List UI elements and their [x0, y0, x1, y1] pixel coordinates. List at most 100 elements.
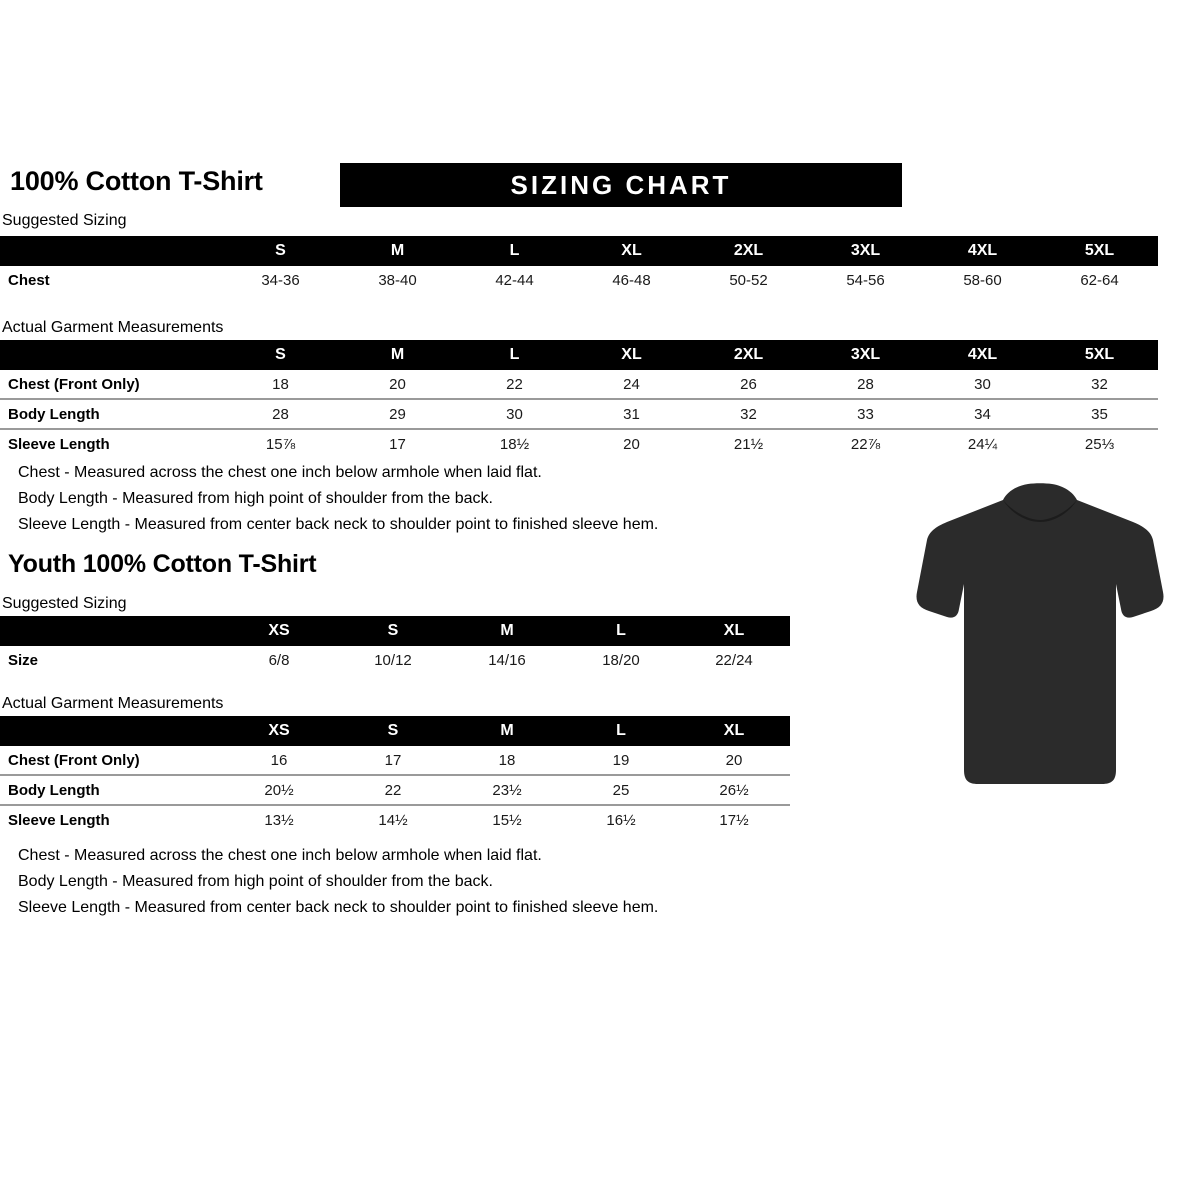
table-row: Chest 34-36 38-40 42-44 46-48 50-52 54-56 58-60…	[0, 266, 1158, 294]
column-header-l: L	[564, 716, 678, 746]
measurement-cell: 34	[924, 398, 1041, 429]
youth-suggested-sizing-table: XS S M L XL Size 6/8 10/12 14/16 18/20 22/24	[0, 616, 790, 674]
table-header-row: S M L XL 2XL 3XL 4XL 5XL	[0, 236, 1158, 266]
measurement-cell: 34-36	[261, 271, 300, 289]
measurement-cell: 50-52	[729, 271, 768, 289]
table-row: Body Length 28 29 30 31 32 33 34 35	[0, 398, 1158, 429]
column-header-label	[0, 340, 222, 370]
column-header-4xl: 4XL	[924, 236, 1041, 266]
tshirt-icon	[916, 483, 1164, 784]
measurement-cell: 62-64	[1080, 271, 1119, 289]
measurement-cell: 20	[725, 751, 743, 769]
measurement-cell: 20	[573, 428, 690, 458]
table-header-row: XS S M L XL	[0, 616, 790, 646]
youth-actual-measurements-caption: Actual Garment Measurements	[2, 695, 224, 712]
measurement-cell: 10/12	[374, 651, 412, 669]
measurement-cell: 13½	[222, 804, 336, 834]
column-header-l: L	[456, 340, 573, 370]
adult-suggested-sizing-table: S M L XL 2XL 3XL 4XL 5XL Chest 34-36 38-40 42-44 46…	[0, 236, 1158, 294]
measurement-cell: 16	[270, 751, 288, 769]
measurement-cell: 22/24	[715, 651, 753, 669]
measurement-cell: 16½	[564, 804, 678, 834]
table-row: Sleeve Length 13½ 14½ 15½ 16½ 17½	[0, 804, 790, 834]
measurement-cell: 38-40	[378, 271, 417, 289]
adult-actual-measurements-table: S M L XL 2XL 3XL 4XL 5XL Chest (Front Only) 18 20…	[0, 340, 1158, 458]
column-header-xl: XL	[678, 616, 790, 646]
column-header-5xl: 5XL	[1041, 340, 1158, 370]
measurement-cell: 22	[336, 774, 450, 805]
table-header-row: XS S M L XL	[0, 716, 790, 746]
row-label: Sleeve Length	[0, 428, 222, 458]
table-body: Size 6/8 10/12 14/16 18/20 22/24	[0, 646, 790, 674]
column-header-label	[0, 616, 222, 646]
measurement-cell: 24	[623, 375, 640, 393]
column-header-label	[0, 236, 222, 266]
measurement-cell: 22⅞	[807, 428, 924, 458]
measurement-cell: 26½	[678, 774, 790, 805]
column-header-s: S	[336, 616, 450, 646]
measurement-cell: 24¼	[924, 428, 1041, 458]
column-header-5xl: 5XL	[1041, 236, 1158, 266]
column-header-xl: XL	[678, 716, 790, 746]
column-header-3xl: 3XL	[807, 340, 924, 370]
measurement-cell: 28	[222, 398, 339, 429]
measurement-note: Sleeve Length - Measured from center bac…	[18, 516, 659, 533]
column-header-xl: XL	[573, 340, 690, 370]
measurement-cell: 18	[272, 375, 289, 393]
measurement-cell: 17½	[678, 804, 790, 834]
table-row: Body Length 20½ 22 23½ 25 26½	[0, 774, 790, 805]
measurement-cell: 14/16	[488, 651, 526, 669]
page-title: 100% Cotton T-Shirt	[10, 166, 263, 196]
measurement-cell: 25	[564, 774, 678, 805]
measurement-cell: 17	[339, 428, 456, 458]
sizing-chart-banner-label: SIZING CHART	[510, 169, 732, 200]
measurement-cell: 23½	[450, 774, 564, 805]
measurement-cell: 19	[612, 751, 630, 769]
column-header-4xl: 4XL	[924, 340, 1041, 370]
column-header-xs: XS	[222, 616, 336, 646]
measurement-cell: 17	[384, 751, 402, 769]
column-header-m: M	[450, 716, 564, 746]
measurement-cell: 30	[456, 398, 573, 429]
column-header-l: L	[456, 236, 573, 266]
measurement-cell: 21½	[690, 428, 807, 458]
measurement-cell: 32	[690, 398, 807, 429]
row-label: Chest (Front Only)	[8, 375, 140, 393]
measurement-note: Body Length - Measured from high point o…	[18, 873, 493, 890]
column-header-m: M	[339, 236, 456, 266]
measurement-cell: 54-56	[846, 271, 885, 289]
column-header-xl: XL	[573, 236, 690, 266]
measurement-cell: 42-44	[495, 271, 534, 289]
measurement-cell: 26	[740, 375, 757, 393]
column-header-label	[0, 716, 222, 746]
measurement-cell: 30	[974, 375, 991, 393]
youth-section-title: Youth 100% Cotton T-Shirt	[8, 550, 317, 578]
measurement-note: Chest - Measured across the chest one in…	[18, 847, 542, 864]
row-label: Chest (Front Only)	[8, 751, 140, 769]
measurement-note: Body Length - Measured from high point o…	[18, 490, 493, 507]
table-row: Chest (Front Only) 16 17 18 19 20	[0, 746, 790, 775]
measurement-cell: 18½	[456, 428, 573, 458]
column-header-2xl: 2XL	[690, 340, 807, 370]
measurement-cell: 31	[573, 398, 690, 429]
table-row: Size 6/8 10/12 14/16 18/20 22/24	[0, 646, 790, 674]
measurement-cell: 29	[339, 398, 456, 429]
measurement-cell: 46-48	[612, 271, 651, 289]
measurement-cell: 20½	[222, 774, 336, 805]
column-header-2xl: 2XL	[690, 236, 807, 266]
row-label: Body Length	[0, 398, 222, 429]
measurement-cell: 15⅞	[222, 428, 339, 458]
column-header-3xl: 3XL	[807, 236, 924, 266]
table-header-row: S M L XL 2XL 3XL 4XL 5XL	[0, 340, 1158, 370]
youth-actual-measurements-table: XS S M L XL Chest (Front Only) 16 17 18 19 20 Body…	[0, 716, 790, 834]
row-label: Body Length	[0, 774, 222, 805]
column-header-m: M	[450, 616, 564, 646]
table-row: Chest (Front Only) 18 20 22 24 26 28 30 32	[0, 370, 1158, 399]
measurement-cell: 15½	[450, 804, 564, 834]
row-label: Chest	[8, 271, 50, 289]
tshirt-illustration	[895, 470, 1185, 810]
adult-measurement-notes: Chest - Measured across the chest one in…	[18, 460, 658, 538]
youth-measurement-notes: Chest - Measured across the chest one in…	[18, 843, 658, 921]
measurement-cell: 33	[807, 398, 924, 429]
